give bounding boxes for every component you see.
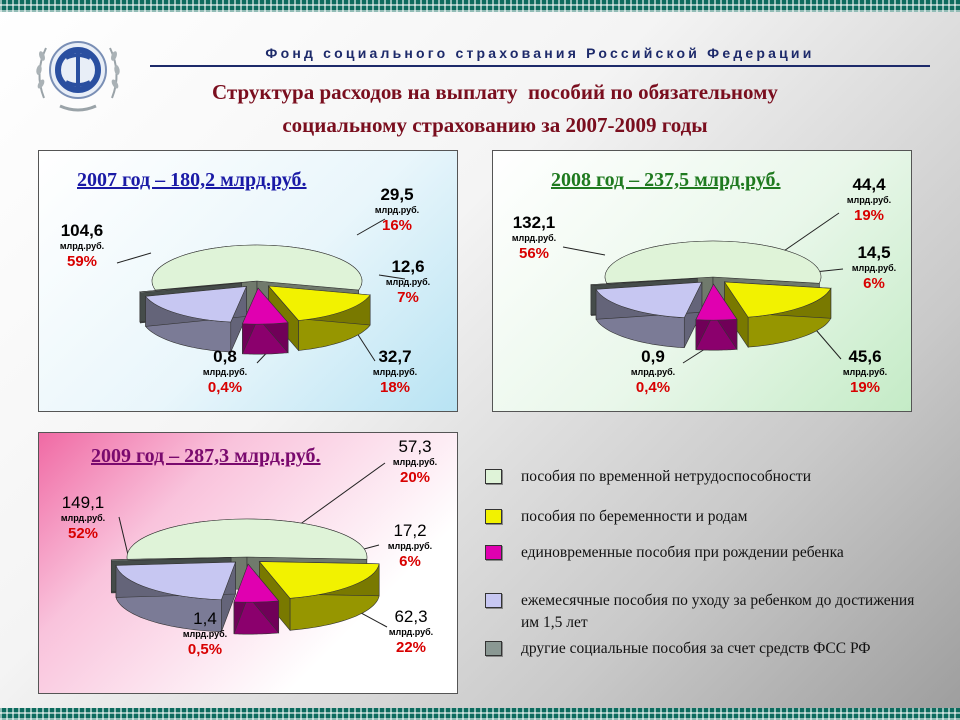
pie-slice-birth [241,287,289,355]
label-2009-other: 1,4 млрд.руб. 0,5% [182,609,228,658]
chart-title-2007: 2007 год – 180,2 млрд.руб. [77,169,307,191]
legend-swatch [485,545,502,560]
legend-label: другие социальные пособия за счет средст… [521,640,871,657]
label-2009-temp-disability: 149,1 млрд.руб. 52% [60,493,106,542]
leader-line-pregnancy [298,462,386,526]
legend-swatch [485,469,502,484]
label-2007-birth: 12,6 млрд.руб. 7% [385,257,431,306]
label-2009-pregnancy: 57,3 млрд.руб. 20% [392,437,438,486]
pie-chart-2008 [562,212,844,364]
fss-logo [36,41,120,112]
legend-label: единовременные пособия при рождении ребе… [521,544,844,561]
label-2008-pregnancy: 44,4 млрд.руб. 19% [846,175,892,224]
label-2007-child-care: 32,7 млрд.руб. 18% [372,347,418,396]
pie-slice-child-care [595,281,703,349]
chart-title-2008: 2008 год – 237,5 млрд.руб. [551,169,781,191]
leader-line-temp-disability [562,246,606,256]
chart-title-2009: 2009 год – 287,3 млрд.руб. [91,445,321,467]
label-2009-child-care: 62,3 млрд.руб. 22% [388,607,434,656]
pie-slice-child-care [115,561,236,633]
leader-line-birth [378,274,406,280]
label-2009-birth: 17,2 млрд.руб. 6% [387,521,433,570]
page-title: Структура расходов на выплату пособий по… [150,76,840,142]
label-2008-birth: 14,5 млрд.руб. 6% [851,243,897,292]
chart-panel-2009: 2009 год – 287,3 млрд.руб. 149,1 млрд.руб… [38,432,458,694]
label-2008-temp-disability: 132,1 млрд.руб. 56% [511,213,557,262]
leader-line-temp-disability [116,252,152,264]
leader-line-pregnancy [777,212,840,256]
label-2008-child-care: 45,6 млрд.руб. 19% [842,347,888,396]
organization-name: Фонд социального страхования Российской … [150,45,930,67]
pie-slice-birth [695,283,738,351]
legend-label: пособия по временной нетрудоспособности [521,468,811,485]
pie-slice-child-care [144,286,247,353]
label-2007-other: 0,8 млрд.руб. 0,4% [202,347,248,396]
chart-panel-2007: 2007 год – 180,2 млрд.руб. 104,6 млрд.руб… [38,150,458,412]
legend-swatch [485,641,502,656]
label-2007-pregnancy: 29,5 млрд.руб. 16% [374,185,420,234]
pie-chart-2009 [110,462,388,635]
page-title-line-1: Структура расходов на выплату пособий по… [212,80,778,104]
legend-swatch [485,509,502,524]
legend-label: пособия по беременности и родам [521,508,748,525]
legend-swatch [485,593,502,608]
legend-label: ежемесячные пособия по уходу за ребенком… [521,592,915,631]
pie-slice-birth [233,563,280,635]
pie-chart-2007 [116,218,406,364]
leader-line-pregnancy [356,218,386,236]
label-2007-temp-disability: 104,6 млрд.руб. 59% [59,221,105,270]
top-decorative-band [0,0,960,12]
label-2008-other: 0,9 млрд.руб. 0,4% [630,347,676,396]
chart-panel-2008: 2008 год – 237,5 млрд.руб. 132,1 млрд.руб… [492,150,912,412]
pie-slice-pregnancy [723,280,832,349]
bottom-decorative-band [0,708,960,720]
leader-line-temp-disability [118,516,130,560]
page-title-line-2: социальному страхованию за 2007-2009 год… [282,113,708,137]
